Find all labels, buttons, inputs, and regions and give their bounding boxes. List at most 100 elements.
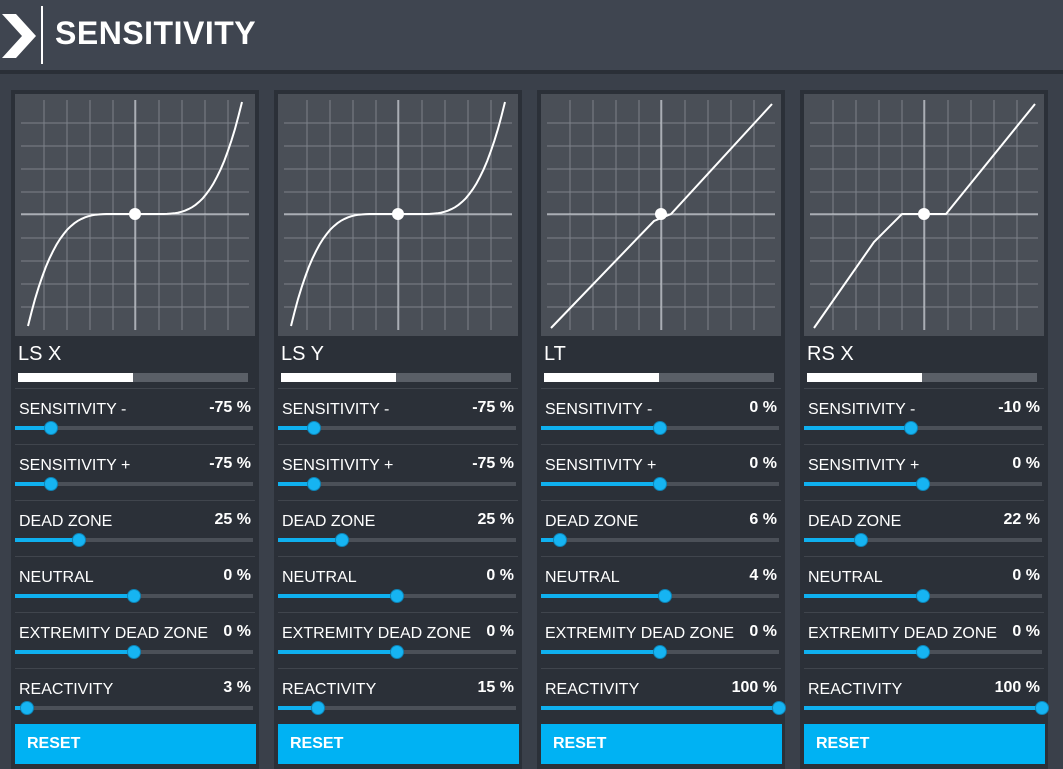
setting-row: DEAD ZONE 25 % bbox=[15, 500, 255, 557]
setting-slider[interactable] bbox=[278, 589, 516, 603]
setting-label: DEAD ZONE bbox=[19, 513, 113, 530]
setting-row: REACTIVITY 100 % bbox=[804, 668, 1049, 725]
slider-handle[interactable] bbox=[653, 477, 667, 491]
input-panel: LT SENSITIVITY - 0 % SENSITIVITY + 0 % DEAD Z… bbox=[537, 90, 786, 769]
setting-row: NEUTRAL 4 % bbox=[541, 556, 781, 613]
setting-row: EXTREMITY DEAD ZONE 0 % bbox=[804, 612, 1044, 669]
slider-handle[interactable] bbox=[653, 645, 667, 659]
setting-label: REACTIVITY bbox=[282, 681, 377, 698]
setting-slider[interactable] bbox=[804, 701, 1049, 715]
setting-row: NEUTRAL 0 % bbox=[15, 556, 255, 613]
setting-value: 0 % bbox=[223, 623, 251, 640]
setting-value: 100 % bbox=[731, 679, 777, 696]
setting-value: 0 % bbox=[749, 399, 777, 416]
slider-handle[interactable] bbox=[306, 477, 321, 491]
setting-label: SENSITIVITY - bbox=[808, 401, 916, 418]
setting-slider[interactable] bbox=[15, 701, 253, 715]
setting-value: 0 % bbox=[749, 455, 777, 472]
setting-value: 4 % bbox=[749, 567, 777, 584]
slider-handle[interactable] bbox=[19, 701, 34, 715]
setting-slider[interactable] bbox=[15, 645, 253, 659]
setting-slider[interactable] bbox=[278, 701, 516, 715]
setting-row: REACTIVITY 15 % bbox=[278, 668, 518, 725]
curve-center-point bbox=[129, 208, 141, 220]
setting-slider[interactable] bbox=[278, 421, 516, 435]
setting-slider[interactable] bbox=[804, 589, 1042, 603]
slider-handle[interactable] bbox=[854, 533, 869, 547]
setting-slider[interactable] bbox=[15, 589, 253, 603]
setting-slider[interactable] bbox=[541, 421, 779, 435]
setting-slider[interactable] bbox=[804, 421, 1042, 435]
setting-slider[interactable] bbox=[541, 533, 779, 547]
setting-row: NEUTRAL 0 % bbox=[278, 556, 518, 613]
slider-handle[interactable] bbox=[311, 701, 326, 715]
slider-handle[interactable] bbox=[43, 421, 58, 435]
input-panel: LS Y SENSITIVITY - -75 % SENSITIVITY + -75 %… bbox=[274, 90, 522, 769]
setting-slider[interactable] bbox=[804, 477, 1042, 491]
setting-slider[interactable] bbox=[541, 477, 779, 491]
setting-slider[interactable] bbox=[278, 477, 516, 491]
header-divider bbox=[41, 6, 43, 64]
reset-button[interactable]: RESET bbox=[15, 724, 256, 764]
slider-handle[interactable] bbox=[553, 533, 568, 547]
page-title: SENSITIVITY bbox=[55, 15, 257, 51]
slider-handle[interactable] bbox=[657, 589, 672, 603]
setting-slider[interactable] bbox=[15, 533, 253, 547]
input-panel: RS X SENSITIVITY - -10 % SENSITIVITY + 0 % DE… bbox=[800, 90, 1049, 769]
slider-handle[interactable] bbox=[390, 589, 404, 603]
slider-handle[interactable] bbox=[772, 701, 786, 715]
setting-slider[interactable] bbox=[804, 533, 1042, 547]
setting-label: NEUTRAL bbox=[545, 569, 620, 586]
setting-slider[interactable] bbox=[804, 645, 1042, 659]
setting-row: DEAD ZONE 6 % bbox=[541, 500, 781, 557]
slider-handle[interactable] bbox=[1035, 701, 1049, 715]
setting-slider[interactable] bbox=[278, 533, 516, 547]
setting-row: DEAD ZONE 22 % bbox=[804, 500, 1044, 557]
slider-handle[interactable] bbox=[127, 589, 141, 603]
curve-center-point bbox=[392, 208, 404, 220]
slider-handle[interactable] bbox=[43, 477, 58, 491]
setting-slider[interactable] bbox=[278, 645, 516, 659]
back-chevron-icon[interactable] bbox=[2, 14, 38, 58]
setting-label: SENSITIVITY - bbox=[545, 401, 653, 418]
slider-handle[interactable] bbox=[306, 421, 321, 435]
setting-slider[interactable] bbox=[15, 477, 253, 491]
setting-slider[interactable] bbox=[541, 589, 779, 603]
response-curve-graph bbox=[804, 94, 1044, 336]
slider-handle[interactable] bbox=[916, 477, 930, 491]
setting-row: SENSITIVITY + 0 % bbox=[541, 444, 781, 501]
setting-value: 0 % bbox=[223, 567, 251, 584]
setting-row: SENSITIVITY + -75 % bbox=[15, 444, 255, 501]
slider-handle[interactable] bbox=[390, 645, 404, 659]
setting-label: EXTREMITY DEAD ZONE bbox=[545, 625, 735, 642]
slider-handle[interactable] bbox=[335, 533, 350, 547]
setting-label: REACTIVITY bbox=[19, 681, 114, 698]
slider-handle[interactable] bbox=[916, 645, 930, 659]
setting-row: NEUTRAL 0 % bbox=[804, 556, 1044, 613]
response-curve-graph bbox=[541, 94, 781, 336]
reset-button[interactable]: RESET bbox=[804, 724, 1045, 764]
slider-handle[interactable] bbox=[72, 533, 87, 547]
input-level-bar bbox=[18, 373, 248, 382]
setting-value: 25 % bbox=[477, 511, 514, 528]
setting-row: SENSITIVITY + 0 % bbox=[804, 444, 1044, 501]
setting-label: EXTREMITY DEAD ZONE bbox=[282, 625, 472, 642]
setting-label: DEAD ZONE bbox=[808, 513, 902, 530]
setting-label: EXTREMITY DEAD ZONE bbox=[808, 625, 998, 642]
setting-slider[interactable] bbox=[541, 645, 779, 659]
panel-title: RS X bbox=[807, 343, 854, 365]
slider-handle[interactable] bbox=[653, 421, 667, 435]
setting-label: REACTIVITY bbox=[545, 681, 640, 698]
setting-slider[interactable] bbox=[15, 421, 253, 435]
reset-button[interactable]: RESET bbox=[541, 724, 782, 764]
input-level-bar bbox=[807, 373, 1037, 382]
slider-handle[interactable] bbox=[916, 589, 930, 603]
slider-handle[interactable] bbox=[127, 645, 141, 659]
reset-button[interactable]: RESET bbox=[278, 724, 519, 764]
slider-handle[interactable] bbox=[904, 421, 919, 435]
setting-value: 0 % bbox=[749, 623, 777, 640]
setting-value: -75 % bbox=[472, 399, 514, 416]
response-curve-graph bbox=[15, 94, 255, 336]
panel-title: LS Y bbox=[281, 343, 324, 365]
setting-slider[interactable] bbox=[541, 701, 786, 715]
